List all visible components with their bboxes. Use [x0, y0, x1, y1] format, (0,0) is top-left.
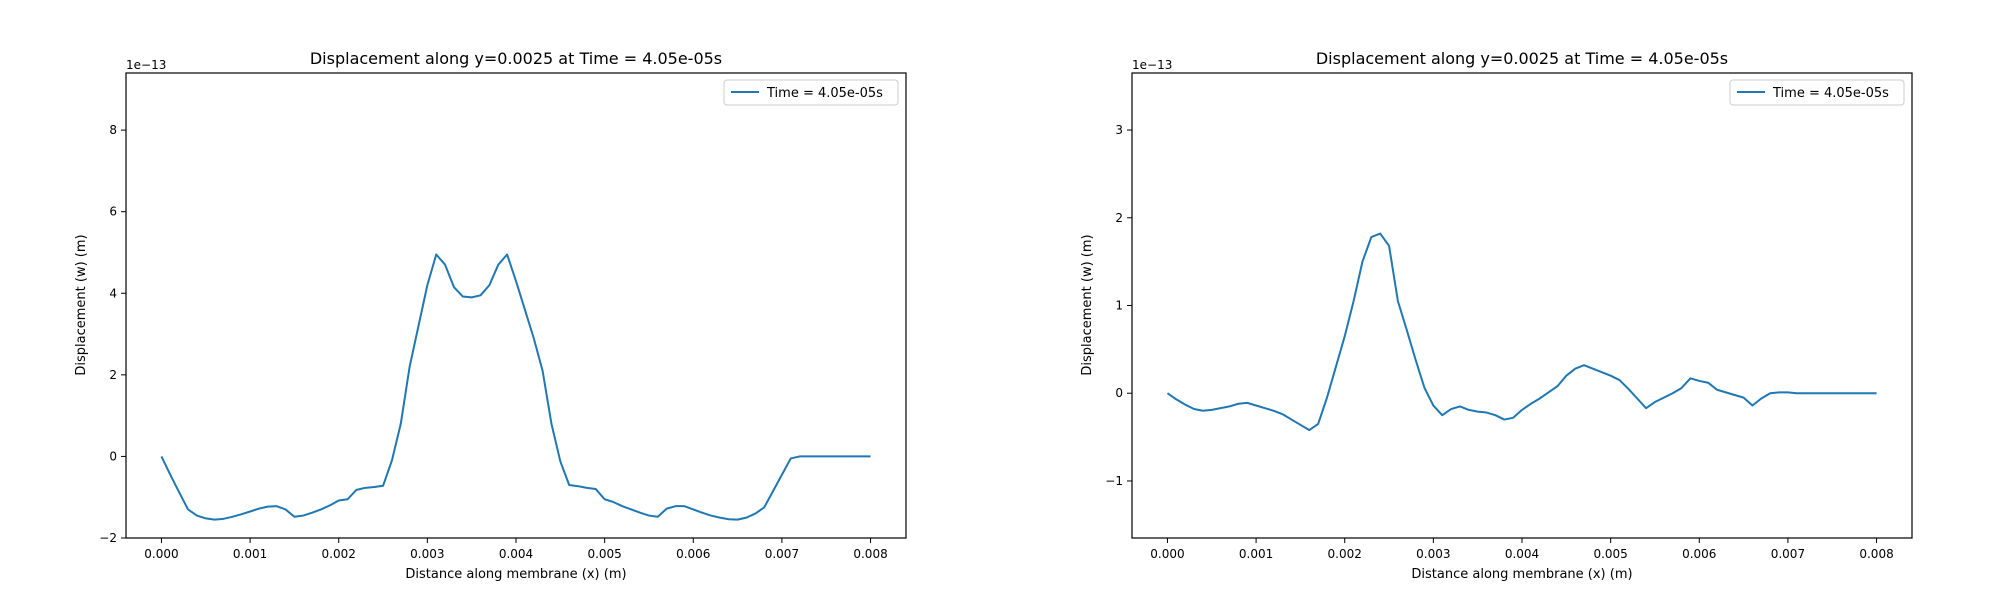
legend: Time = 4.05e-05s: [1729, 79, 1905, 106]
series-line: [160, 253, 871, 521]
series-line: [1166, 232, 1877, 432]
chart-title: Displacement along y=0.0025 at Time = 4.…: [310, 49, 722, 68]
x-tick-label: 0.000: [1150, 547, 1184, 561]
legend-label: Time = 4.05e-05s: [766, 86, 883, 101]
y-tick-label: 2: [1115, 211, 1123, 225]
y-tick-label: 2: [109, 368, 117, 382]
x-tick-label: 0.004: [499, 547, 533, 561]
x-tick-label: 0.007: [1771, 547, 1805, 561]
x-tick-label: 0.007: [765, 547, 799, 561]
y-tick-label: 1: [1115, 299, 1123, 313]
x-axis-label: Distance along membrane (x) (m): [1411, 567, 1632, 582]
x-tick-label: 0.006: [676, 547, 710, 561]
y-tick-label: −1: [1105, 474, 1123, 488]
x-tick-label: 0.005: [1593, 547, 1627, 561]
legend-box: [723, 79, 899, 106]
chart-panel-right: Displacement along y=0.0025 at Time = 4.…: [1080, 49, 1913, 582]
x-tick-label: 0.005: [587, 547, 621, 561]
x-tick-label: 0.002: [322, 547, 356, 561]
chart-panel-left: Displacement along y=0.0025 at Time = 4.…: [74, 49, 907, 582]
plot-frame: [1131, 72, 1913, 539]
y-axis-label: Displacement (w) (m): [74, 234, 89, 375]
y-tick-label: 6: [109, 205, 117, 219]
tick-group: 0.000 0.001 0.002 0.003 0.004 0.005 0.006 0.007…: [1105, 123, 1893, 561]
legend: Time = 4.05e-05s: [723, 79, 899, 106]
legend-box: [1729, 79, 1905, 106]
chart-title: Displacement along y=0.0025 at Time = 4.…: [1316, 49, 1728, 68]
y-tick-label: 0: [1115, 386, 1123, 400]
x-tick-label: 0.003: [410, 547, 444, 561]
x-tick-label: 0.006: [1682, 547, 1716, 561]
x-tick-label: 0.008: [853, 547, 887, 561]
y-tick-label: 8: [109, 123, 117, 137]
tick-group: 0.000 0.001 0.002 0.003 0.004 0.005 0.006 0.007…: [99, 123, 887, 561]
x-tick-label: 0.002: [1328, 547, 1362, 561]
x-axis-label: Distance along membrane (x) (m): [405, 567, 626, 582]
plot-frame: [125, 72, 907, 539]
x-tick-label: 0.004: [1505, 547, 1539, 561]
x-tick-label: 0.000: [144, 547, 178, 561]
x-tick-label: 0.001: [1239, 547, 1273, 561]
y-tick-label: 3: [1115, 123, 1123, 137]
x-tick-label: 0.003: [1416, 547, 1450, 561]
legend-label: Time = 4.05e-05s: [1772, 86, 1889, 101]
y-offset-label: 1e−13: [126, 58, 166, 72]
y-tick-label: 4: [109, 286, 117, 300]
x-tick-label: 0.008: [1859, 547, 1893, 561]
y-tick-label: 0: [109, 449, 117, 463]
y-offset-label: 1e−13: [1132, 58, 1172, 72]
x-tick-label: 0.001: [233, 547, 267, 561]
y-tick-label: −2: [99, 531, 117, 545]
y-axis-label: Displacement (w) (m): [1080, 234, 1095, 375]
